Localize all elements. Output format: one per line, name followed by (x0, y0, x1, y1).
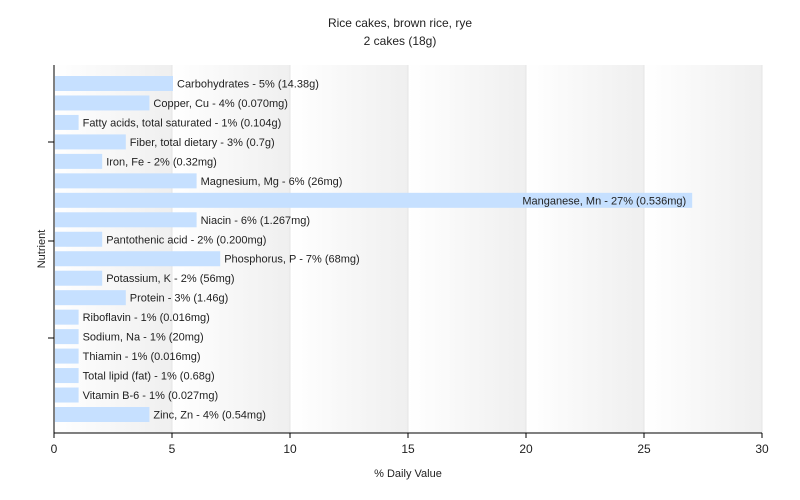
x-tick-label: 10 (283, 442, 297, 456)
x-axis-label: % Daily Value (374, 468, 442, 480)
bar (55, 348, 79, 364)
bar-label: Riboflavin - 1% (0.016mg) (83, 312, 210, 324)
bar (55, 95, 150, 111)
grid-band (408, 65, 526, 433)
bar-label: Iron, Fe - 2% (0.32mg) (106, 156, 217, 168)
bar (55, 212, 197, 228)
bar-label: Manganese, Mn - 27% (0.536mg) (522, 195, 686, 207)
bar (55, 368, 79, 384)
bar (55, 329, 79, 345)
bar (55, 192, 693, 208)
bar-label: Fiber, total dietary - 3% (0.7g) (130, 137, 275, 149)
bar-label: Sodium, Na - 1% (20mg) (83, 332, 204, 344)
chart-title: Rice cakes, brown rice, rye (328, 16, 472, 30)
grid-band (290, 65, 408, 433)
bar-label: Potassium, K - 2% (56mg) (106, 273, 234, 285)
bar-label: Thiamin - 1% (0.016mg) (83, 351, 201, 363)
bar-label: Total lipid (fat) - 1% (0.68g) (83, 371, 215, 383)
bar (55, 173, 197, 189)
x-tick-label: 5 (169, 442, 176, 456)
bar-label: Copper, Cu - 4% (0.070mg) (153, 98, 288, 110)
axes-group: 0 5 10 15 20 25 30 (48, 65, 769, 456)
bar-label: Carbohydrates - 5% (14.38g) (177, 79, 319, 91)
grid-band (644, 65, 762, 433)
bar-label: Magnesium, Mg - 6% (26mg) (201, 176, 343, 188)
bar (55, 153, 103, 169)
x-tick-label: 25 (637, 442, 651, 456)
y-axis-label: Nutrient (36, 230, 48, 269)
grid-bands (54, 65, 763, 433)
bar-label: Pantothenic acid - 2% (0.200mg) (106, 234, 266, 246)
bar (55, 309, 79, 325)
bar (55, 134, 126, 150)
bar (55, 231, 103, 247)
bar (55, 114, 79, 130)
bar (55, 387, 79, 403)
bars-group: Carbohydrates - 5% (14.38g) Copper, Cu - … (55, 76, 693, 422)
bar (55, 270, 103, 286)
chart-subtitle: 2 cakes (18g) (364, 34, 437, 48)
x-tick-label: 0 (51, 442, 58, 456)
x-tick-label: 20 (519, 442, 533, 456)
bar (55, 290, 126, 306)
bar (55, 76, 173, 91)
bar-label: Niacin - 6% (1.267mg) (201, 215, 310, 227)
x-tick-label: 15 (401, 442, 415, 456)
grid-band (526, 65, 644, 433)
bar (55, 251, 221, 267)
bar (55, 407, 150, 422)
bar-label: Fatty acids, total saturated - 1% (0.104… (83, 117, 282, 129)
x-tick-label: 30 (755, 442, 769, 456)
bar-label: Phosphorus, P - 7% (68mg) (224, 254, 360, 266)
bar-label: Zinc, Zn - 4% (0.54mg) (153, 410, 265, 422)
bar-label: Protein - 3% (1.46g) (130, 293, 228, 305)
grid-band (172, 65, 290, 433)
bar-label: Vitamin B-6 - 1% (0.027mg) (83, 390, 219, 402)
